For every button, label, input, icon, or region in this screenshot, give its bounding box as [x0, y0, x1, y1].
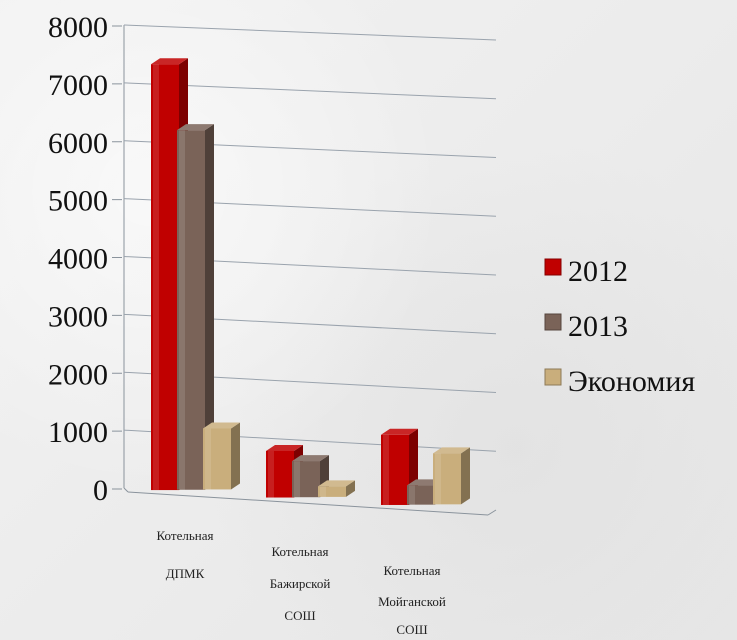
y-tick-label: 3000	[48, 300, 108, 333]
category-label: Котельная	[384, 563, 441, 578]
y-tick-label: 2000	[48, 358, 108, 391]
bar-highlight	[179, 130, 185, 490]
floor-left-edge	[123, 487, 129, 493]
bar-highlight	[294, 461, 300, 498]
bar-top	[381, 428, 418, 435]
legend: 2012 2013 Экономия	[544, 255, 695, 398]
category-label: Бажирской	[270, 576, 331, 591]
legend-swatch	[544, 313, 562, 331]
legend-label: 2013	[568, 310, 628, 343]
category-label: СОШ	[396, 622, 427, 637]
floor-right-edge	[487, 509, 497, 516]
y-axis-ticks: 0 1000 2000 3000 4000 5000 6000 7000 8000	[48, 11, 122, 507]
legend-label: Экономия	[568, 365, 695, 398]
y-tick-label: 8000	[48, 11, 108, 44]
bar	[203, 422, 240, 490]
bar-top	[266, 444, 303, 451]
y-tick-label: 0	[93, 474, 108, 507]
gridline	[123, 24, 497, 41]
bar-highlight	[409, 485, 415, 505]
bar-top	[151, 58, 188, 65]
bar	[433, 447, 470, 505]
bar-top	[177, 124, 214, 131]
bar	[318, 480, 355, 497]
bar-front	[292, 461, 320, 498]
legend-swatch	[544, 368, 562, 386]
bar	[292, 455, 329, 498]
bar-side	[461, 447, 470, 505]
bar-highlight	[435, 453, 441, 505]
bar-front	[381, 434, 409, 505]
category-label: Котельная	[157, 528, 214, 543]
y-tick-label: 4000	[48, 243, 108, 276]
y-tick-label: 1000	[48, 416, 108, 449]
floor-front-edge	[127, 491, 489, 516]
bar-front	[407, 485, 435, 505]
category-label: Мойганской	[378, 594, 446, 609]
bar-front	[177, 130, 205, 490]
bar	[177, 124, 214, 490]
bar-highlight	[205, 428, 211, 490]
bar-top	[292, 455, 329, 462]
bar-top	[318, 480, 355, 487]
bar-highlight	[383, 434, 389, 505]
y-tick-label: 7000	[48, 69, 108, 102]
bar-front	[433, 453, 461, 505]
bars	[151, 58, 470, 505]
bar-front	[318, 486, 346, 497]
bar-side	[346, 480, 355, 497]
category-label: Котельная	[272, 544, 329, 559]
bar-front	[266, 450, 294, 498]
legend-label: 2012	[568, 255, 628, 288]
bar-front	[203, 428, 231, 490]
bar-highlight	[320, 486, 326, 497]
x-axis-categories: Котельная ДПМК Котельная Бажирской СОШ Котель…	[157, 528, 446, 637]
bar-highlight	[268, 450, 274, 498]
bar-highlight	[153, 64, 159, 491]
y-tick-label: 5000	[48, 185, 108, 218]
bar-side	[231, 422, 240, 490]
bar-top	[203, 422, 240, 429]
bar-front	[151, 64, 179, 491]
category-label: ДПМК	[166, 566, 205, 581]
legend-swatch	[544, 258, 562, 276]
category-label: СОШ	[284, 608, 315, 623]
bar	[381, 428, 418, 505]
bar-side	[205, 124, 214, 490]
y-tick-label: 6000	[48, 127, 108, 160]
bar-top	[433, 447, 470, 454]
